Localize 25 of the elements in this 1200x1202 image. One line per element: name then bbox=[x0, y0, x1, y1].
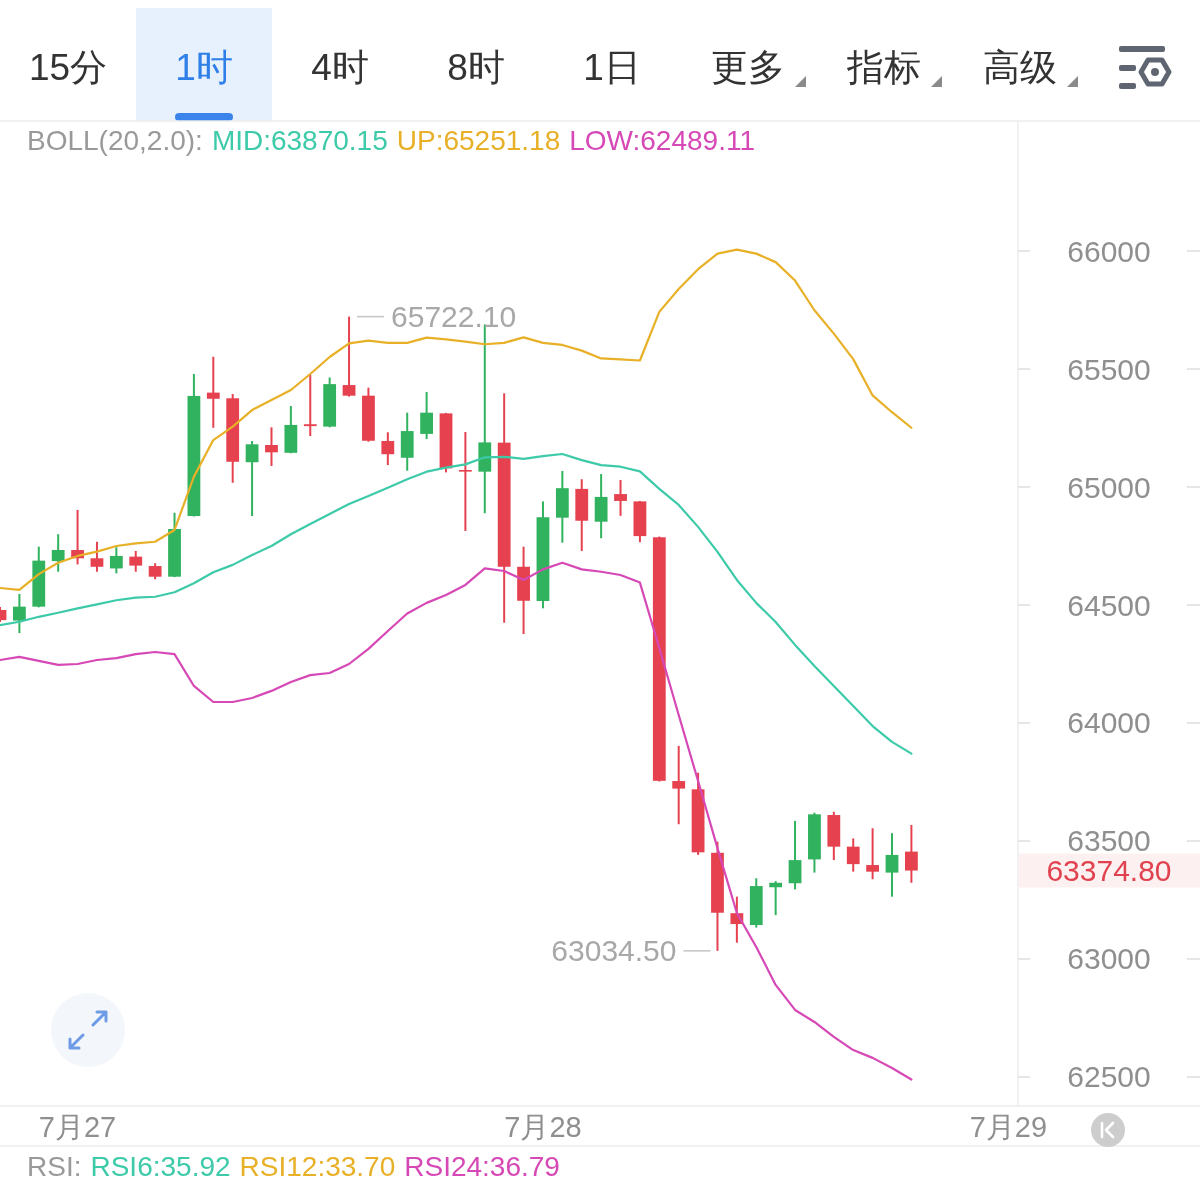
text: RSI6:35.92 bbox=[90, 1151, 231, 1182]
label: 更多 bbox=[711, 47, 785, 88]
label: 指标 bbox=[847, 47, 921, 88]
annotation: 63034.50 bbox=[551, 934, 712, 968]
label: 8时 bbox=[447, 47, 505, 88]
y-tick-label: 64000 bbox=[1067, 706, 1151, 740]
text: RSI12:33.70 bbox=[239, 1151, 396, 1182]
text: RSI: bbox=[27, 1151, 82, 1182]
annotation: 63374.80 bbox=[1019, 853, 1200, 888]
annotation: 65722.10 bbox=[391, 300, 517, 334]
y-tick-label: 66000 bbox=[1067, 234, 1151, 268]
label: 1时 bbox=[175, 47, 233, 88]
annotation: 65722.10 bbox=[356, 300, 517, 334]
y-tick-label: 64500 bbox=[1067, 588, 1151, 622]
y-tick-label: 62500 bbox=[1067, 1060, 1151, 1094]
label: 4时 bbox=[311, 47, 369, 88]
label: 高级 bbox=[983, 47, 1057, 88]
label: 1日 bbox=[583, 47, 641, 88]
annotation: 63034.50 bbox=[551, 934, 677, 968]
y-tick-label: 65500 bbox=[1067, 352, 1151, 386]
y-tick-label: 63000 bbox=[1067, 942, 1151, 976]
text: RSI24:36.79 bbox=[404, 1151, 560, 1182]
legend: BOLL(20,2.0): MID:63870.15 UP:65251.18 LOW:62489.11 bbox=[27, 125, 755, 156]
y-tick-label: 65000 bbox=[1067, 470, 1151, 504]
label: 15分 bbox=[28, 47, 108, 88]
